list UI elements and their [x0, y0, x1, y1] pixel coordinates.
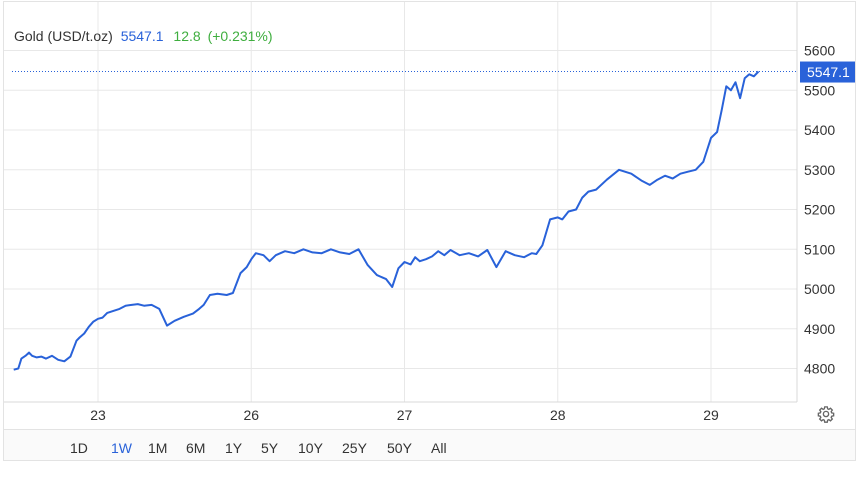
gear-icon[interactable]: [817, 405, 835, 423]
range-button-25y[interactable]: 25Y: [342, 440, 367, 456]
range-button-5y[interactable]: 5Y: [261, 440, 279, 456]
price-change-percent: (+0.231%): [207, 28, 273, 44]
x-tick-label: 27: [397, 407, 413, 423]
price-change: 12.8: [173, 28, 201, 44]
range-button-1m[interactable]: 1M: [148, 440, 168, 456]
y-tick-label: 5100: [804, 241, 835, 257]
last-price-tag-label: 5547.1: [807, 64, 850, 80]
y-tick-label: 5200: [804, 202, 835, 218]
time-range-bar: 1D 1W 1M 6M 1Y 5Y 10Y 25Y 50Y All: [4, 429, 855, 461]
y-tick-label: 4900: [804, 321, 835, 337]
y-tick-label: 5000: [804, 281, 835, 297]
price-series-line: [13, 70, 760, 371]
instrument-name: Gold (USD/t.oz): [14, 28, 113, 44]
chart-frame: 4800 4900 5000 5100 5200 5300 5400 5500 5600 23 26…: [3, 1, 856, 461]
x-tick-label: 26: [243, 407, 259, 423]
x-tick-label: 29: [703, 407, 719, 423]
range-button-1y[interactable]: 1Y: [225, 440, 243, 456]
active-range-underline: [99, 460, 139, 461]
y-tick-label: 5600: [804, 43, 835, 59]
price-header: Gold (USD/t.oz) 5547.1 12.8 (+0.231%): [14, 28, 273, 44]
x-tick-label: 23: [90, 407, 106, 423]
range-button-10y[interactable]: 10Y: [298, 440, 323, 456]
y-tick-label: 5500: [804, 82, 835, 98]
y-tick-label: 4800: [804, 361, 835, 377]
range-button-1w[interactable]: 1W: [111, 440, 132, 456]
range-button-6m[interactable]: 6M: [186, 440, 206, 456]
price-chart: 4800 4900 5000 5100 5200 5300 5400 5500 5600 23 26…: [4, 2, 855, 423]
range-button-50y[interactable]: 50Y: [387, 440, 412, 456]
range-button-1d[interactable]: 1D: [70, 440, 88, 456]
y-tick-label: 5400: [804, 122, 835, 138]
last-price-tag: [800, 61, 855, 83]
y-tick-label: 5300: [804, 162, 835, 178]
x-tick-label: 28: [550, 407, 566, 423]
range-button-all[interactable]: All: [431, 440, 447, 456]
current-price: 5547.1: [120, 28, 164, 44]
